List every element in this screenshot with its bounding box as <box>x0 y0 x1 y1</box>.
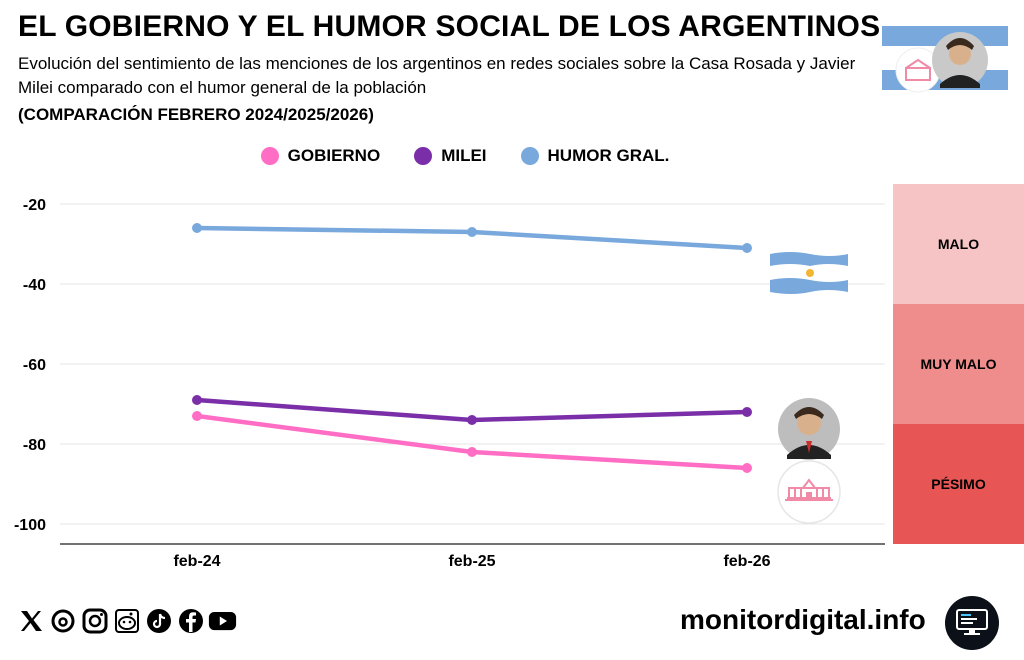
data-point-gobierno <box>467 447 477 457</box>
data-point-humor-gral <box>192 223 202 233</box>
reddit-icon[interactable] <box>112 606 141 635</box>
y-tick-label: -80 <box>23 437 46 454</box>
legend: GOBIERNO MILEI HUMOR GRAL. <box>0 146 930 166</box>
data-point-humor-gral <box>742 243 752 253</box>
chart-subtitle: Evolución del sentimiento de las mencion… <box>18 54 856 97</box>
data-point-gobierno <box>192 411 202 421</box>
youtube-icon[interactable] <box>208 606 237 635</box>
x-icon[interactable] <box>16 606 45 635</box>
argentina-flag-icon <box>770 252 848 294</box>
y-tick-label: -60 <box>23 357 46 374</box>
x-tick-label: feb-25 <box>448 553 495 570</box>
x-tick-label: feb-24 <box>173 553 220 570</box>
legend-item-humor[interactable]: HUMOR GRAL. <box>520 146 670 166</box>
zone-malo: MALO <box>893 184 1024 304</box>
legend-swatch-humor <box>520 147 539 165</box>
milei-avatar-icon <box>778 398 840 460</box>
facebook-icon[interactable] <box>176 606 205 635</box>
monitor-logo-icon[interactable] <box>945 596 999 650</box>
data-point-milei <box>467 415 477 425</box>
legend-swatch-gobierno <box>260 147 279 165</box>
zone-label-pesimo: PÉSIMO <box>931 476 986 492</box>
data-point-milei <box>742 407 752 417</box>
legend-item-milei[interactable]: MILEI <box>414 146 487 166</box>
threads-icon[interactable] <box>48 606 77 635</box>
flag-milei-logo <box>880 18 1010 103</box>
legend-item-gobierno[interactable]: GOBIERNO <box>260 146 381 166</box>
data-point-milei <box>192 395 202 405</box>
zone-label-muy-malo: MUY MALO <box>920 356 997 372</box>
data-point-humor-gral <box>467 227 477 237</box>
instagram-icon[interactable] <box>80 606 109 635</box>
y-tick-label: -40 <box>23 277 46 294</box>
legend-label-humor: HUMOR GRAL. <box>547 146 670 165</box>
y-tick-label: -100 <box>14 517 46 534</box>
legend-swatch-milei <box>414 147 433 165</box>
zone-muy-malo: MUY MALO <box>893 304 1024 424</box>
data-point-gobierno <box>742 463 752 473</box>
zone-pesimo: PÉSIMO <box>893 424 1024 544</box>
tiktok-icon[interactable] <box>144 606 173 635</box>
y-tick-label: -20 <box>23 197 46 214</box>
chart-title: EL GOBIERNO Y EL HUMOR SOCIAL DE LOS ARG… <box>18 10 881 43</box>
zone-label-malo: MALO <box>937 236 980 252</box>
social-icons <box>16 606 237 635</box>
chart-subtitle-comparison: (COMPARACIÓN FEBRERO 2024/2025/2026) <box>18 105 374 124</box>
legend-label-gobierno: GOBIERNO <box>287 146 381 165</box>
x-tick-label: feb-26 <box>723 553 770 570</box>
site-url[interactable]: monitordigital.info <box>680 604 926 635</box>
casa-rosada-icon <box>777 460 841 524</box>
legend-label-milei: MILEI <box>441 146 487 165</box>
